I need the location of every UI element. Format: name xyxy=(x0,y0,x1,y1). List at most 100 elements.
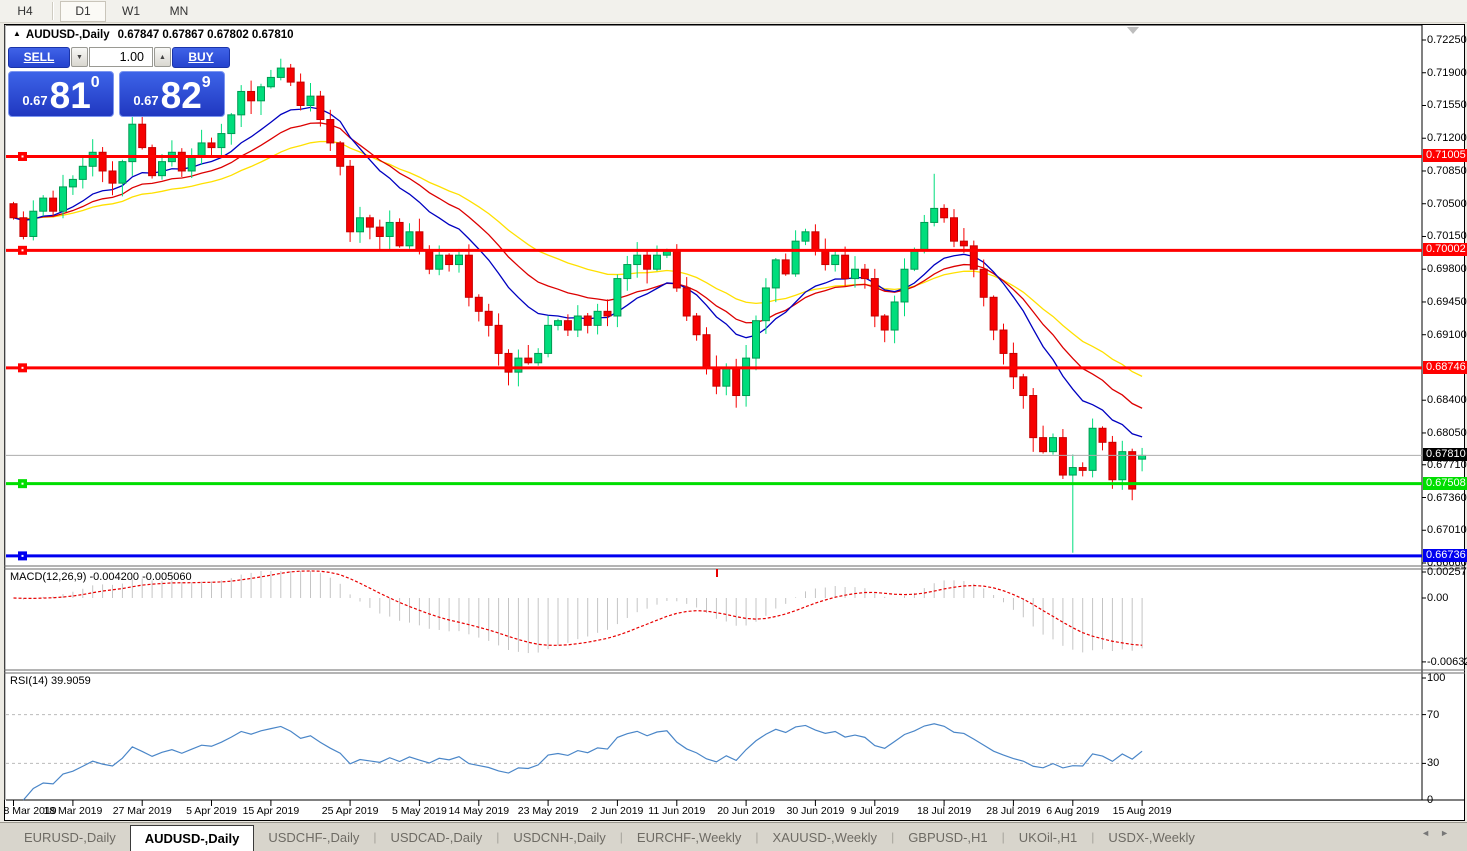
symbol-tab-xauusd[interactable]: XAUUSD-,Weekly xyxy=(772,830,878,845)
candle-body xyxy=(78,165,87,180)
candle-body xyxy=(415,231,424,252)
candle-body xyxy=(148,147,157,177)
candle-body xyxy=(1078,467,1087,471)
candle-body xyxy=(1029,395,1038,439)
symbol-tab-usdcnh[interactable]: USDCNH-,Daily xyxy=(513,830,606,845)
candle-body xyxy=(771,259,780,289)
candle-body xyxy=(108,170,117,184)
candle-body xyxy=(197,142,206,158)
tab-scroll-left-icon[interactable]: ◄ xyxy=(1421,828,1441,838)
candle-body xyxy=(593,310,602,326)
timeframe-button-w1[interactable]: W1 xyxy=(108,1,154,22)
candle-body xyxy=(247,90,256,102)
candle-body xyxy=(88,151,97,167)
sell-price-frac: 0.67 xyxy=(22,93,48,108)
candle-body xyxy=(1088,427,1097,471)
candle-body xyxy=(266,76,275,88)
line-handle-dot xyxy=(21,482,24,485)
sell-button[interactable]: SELL xyxy=(8,46,70,68)
candle-body xyxy=(890,301,899,331)
candle-body xyxy=(504,352,513,373)
candle-body xyxy=(336,142,345,167)
candle-body xyxy=(494,324,503,354)
candle-body xyxy=(910,250,919,270)
symbol-tab-eurusd[interactable]: EURUSD-,Daily xyxy=(24,830,116,845)
candle-body xyxy=(19,217,28,237)
candle-body xyxy=(118,161,127,184)
candle-body xyxy=(682,287,691,317)
tab-separator: | xyxy=(619,830,623,844)
volume-input[interactable] xyxy=(89,47,153,67)
timeframe-toolbar: H4 D1 W1 MN xyxy=(0,0,1467,23)
candle-body xyxy=(583,315,592,326)
candle-body xyxy=(573,315,582,331)
candle-body xyxy=(207,142,216,149)
candle-body xyxy=(722,366,731,387)
symbol-tab-usdcad[interactable]: USDCAD-,Daily xyxy=(390,830,483,845)
symbol-tab-ukoil[interactable]: UKOil-,H1 xyxy=(1018,830,1078,845)
candle-body xyxy=(177,151,186,172)
candle-body xyxy=(286,67,295,83)
chart-shift-icon[interactable] xyxy=(1127,27,1139,34)
candle-body xyxy=(920,221,929,252)
timeframe-button-d1[interactable]: D1 xyxy=(60,0,106,22)
candle-body xyxy=(296,81,305,106)
tab-scroll-arrows[interactable]: ◄► xyxy=(1421,828,1459,838)
candle-body xyxy=(989,296,998,331)
symbol-tab-gbpusd[interactable]: GBPUSD-,H1 xyxy=(908,830,988,845)
candle-body xyxy=(1039,437,1048,453)
symbol-tab-audusd[interactable]: AUDUSD-,Daily xyxy=(129,825,255,851)
tab-separator: | xyxy=(1091,830,1095,844)
candle-body xyxy=(68,178,77,188)
ma-mid-line xyxy=(13,122,1143,409)
candle-body xyxy=(900,268,909,303)
sell-price-panel[interactable]: 0.67 81 0 xyxy=(8,71,114,117)
symbol-tab-usdchf[interactable]: USDCHF-,Daily xyxy=(268,830,360,845)
candle-body xyxy=(781,259,790,275)
candle-body xyxy=(732,366,741,397)
candle-body xyxy=(801,231,810,242)
volume-decrease-button[interactable]: ▼ xyxy=(71,47,88,67)
candle-body xyxy=(217,133,226,149)
timeframe-button-mn[interactable]: MN xyxy=(156,1,202,22)
candle-body xyxy=(227,114,236,135)
volume-increase-button[interactable]: ▲ xyxy=(154,47,171,67)
candle-body xyxy=(563,320,572,331)
candle-body xyxy=(1138,454,1147,460)
candle-body xyxy=(712,366,721,387)
candle-body xyxy=(237,90,246,116)
sell-price-big: 81 xyxy=(49,75,91,116)
candle-body xyxy=(98,151,107,172)
chart-canvas[interactable] xyxy=(0,0,1467,822)
rsi-line xyxy=(22,723,1143,801)
candle-body xyxy=(257,86,265,102)
candle-body xyxy=(425,250,434,270)
candle-body xyxy=(395,221,404,247)
tab-scroll-right-icon[interactable]: ► xyxy=(1440,828,1459,838)
symbol-tab-eurchf[interactable]: EURCHF-,Weekly xyxy=(636,830,742,845)
tab-separator: | xyxy=(1001,830,1005,844)
candle-body xyxy=(445,254,454,266)
candle-body xyxy=(1098,427,1107,443)
candle-body xyxy=(692,315,701,336)
buy-button[interactable]: BUY xyxy=(172,46,230,68)
candle-body xyxy=(860,268,869,280)
candle-body xyxy=(128,123,137,163)
candle-body xyxy=(752,320,760,359)
buy-price-panel[interactable]: 0.67 82 9 xyxy=(119,71,225,117)
candle-body xyxy=(702,334,711,368)
tab-separator: | xyxy=(755,830,759,844)
candle-body xyxy=(603,310,612,317)
symbol-tab-usdx[interactable]: USDX-,Weekly xyxy=(1108,830,1195,845)
candle-body xyxy=(59,186,67,212)
timeframe-button-h4[interactable]: H4 xyxy=(2,1,48,22)
candle-body xyxy=(514,357,523,373)
buy-price-frac: 0.67 xyxy=(133,93,159,108)
candle-body xyxy=(435,254,444,270)
line-handle-dot xyxy=(21,155,24,158)
candle-body xyxy=(930,207,939,223)
candle-body xyxy=(187,156,196,172)
candle-body xyxy=(158,161,166,177)
candle-body xyxy=(39,197,48,212)
